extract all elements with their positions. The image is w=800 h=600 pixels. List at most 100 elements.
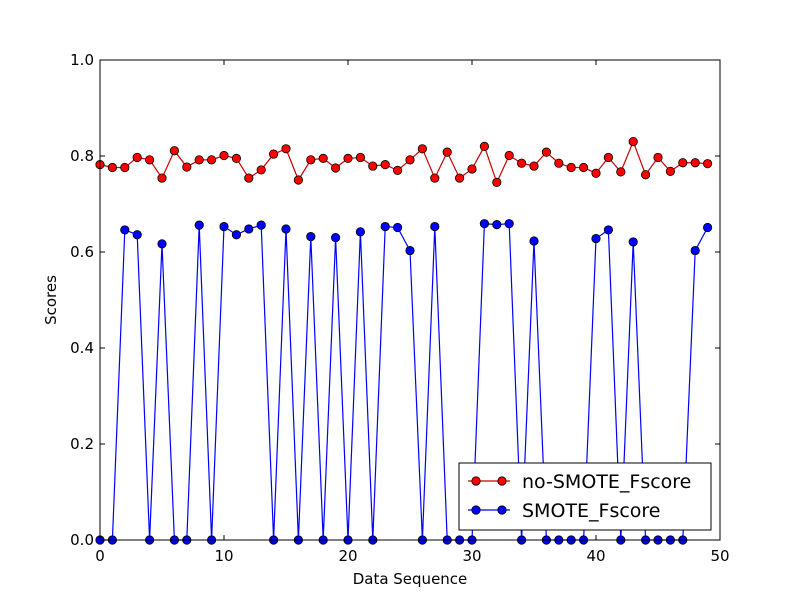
data-point-no-smote <box>405 155 415 165</box>
x-tick-label: 10 <box>214 547 233 565</box>
y-tick-label: 0.4 <box>70 339 94 357</box>
data-point-no-smote <box>207 155 217 165</box>
data-point-no-smote <box>219 150 229 161</box>
data-point-no-smote <box>454 173 465 183</box>
data-point-no-smote <box>157 173 167 183</box>
data-point-no-smote <box>578 162 589 173</box>
data-point-no-smote <box>380 160 390 170</box>
data-point-smote <box>219 221 229 232</box>
data-point-no-smote <box>566 162 576 173</box>
y-tick-label: 0.6 <box>70 243 94 261</box>
data-point-no-smote <box>182 162 192 172</box>
legend-marker-no-smote <box>471 476 481 486</box>
data-point-no-smote <box>640 170 651 180</box>
data-point-no-smote <box>516 158 527 168</box>
plot-frame <box>99 59 721 541</box>
data-point-no-smote <box>591 168 601 178</box>
x-tick-label: 20 <box>338 547 357 565</box>
y-axis-label: Scores <box>42 275 60 325</box>
data-point-no-smote <box>194 155 204 165</box>
data-point-no-smote <box>145 155 155 165</box>
data-point-no-smote <box>665 166 676 176</box>
series-layer <box>95 137 713 545</box>
data-point-smote <box>479 219 489 229</box>
data-point-smote <box>690 245 700 256</box>
data-point-no-smote <box>430 173 440 183</box>
data-point-smote <box>194 220 204 230</box>
data-point-smote <box>529 236 539 246</box>
data-point-smote <box>281 224 291 234</box>
data-point-no-smote <box>392 165 403 175</box>
legend-marker-no-smote <box>497 476 507 486</box>
data-point-no-smote <box>678 158 688 168</box>
data-point-no-smote <box>120 162 130 173</box>
data-point-no-smote <box>603 152 614 163</box>
data-point-no-smote <box>492 177 502 187</box>
data-point-no-smote <box>256 165 266 175</box>
data-point-smote <box>244 224 254 234</box>
data-point-smote <box>492 220 502 230</box>
data-point-smote <box>380 221 390 232</box>
data-point-no-smote <box>306 155 316 165</box>
data-point-smote <box>405 245 415 256</box>
data-point-no-smote <box>355 152 365 163</box>
legend-label-no-smote: no-SMOTE_Fscore <box>522 471 691 493</box>
x-axis-label: Data Sequence <box>353 570 468 588</box>
data-point-smote <box>628 237 638 247</box>
data-point-smote <box>330 233 341 243</box>
data-point-no-smote <box>231 153 241 163</box>
data-point-smote <box>132 230 142 240</box>
data-point-no-smote <box>690 158 700 168</box>
data-point-no-smote <box>628 137 638 147</box>
data-point-no-smote <box>244 173 254 183</box>
y-tick-label: 1.0 <box>70 51 94 69</box>
x-tick-label: 30 <box>462 547 481 565</box>
legend-label-smote: SMOTE_Fscore <box>522 500 661 522</box>
data-point-no-smote <box>554 158 564 168</box>
y-tick-label: 0.2 <box>70 435 94 453</box>
data-point-no-smote <box>442 147 452 157</box>
data-point-no-smote <box>318 153 328 163</box>
data-point-no-smote <box>467 164 477 174</box>
legend-box <box>458 462 712 531</box>
x-tick-label: 0 <box>95 547 105 565</box>
data-point-smote <box>120 225 130 235</box>
data-point-no-smote <box>616 167 626 177</box>
data-point-smote <box>504 219 514 229</box>
data-point-no-smote <box>653 152 663 163</box>
data-point-no-smote <box>541 147 552 157</box>
data-point-no-smote <box>281 144 291 154</box>
data-point-no-smote <box>702 159 713 169</box>
data-point-smote <box>392 222 403 233</box>
data-point-no-smote <box>107 162 118 173</box>
data-point-smote <box>256 220 266 230</box>
x-tick-label: 40 <box>586 547 605 565</box>
data-point-smote <box>603 225 614 235</box>
data-point-no-smote <box>132 152 142 163</box>
data-point-no-smote <box>504 150 514 161</box>
data-point-smote <box>231 230 241 240</box>
data-point-smote <box>430 221 440 232</box>
data-point-smote <box>355 227 365 237</box>
data-point-smote <box>702 222 713 233</box>
data-point-smote <box>157 239 167 249</box>
data-point-smote <box>591 233 601 244</box>
data-point-no-smote <box>169 146 179 156</box>
data-point-no-smote <box>330 163 341 173</box>
legend-marker-smote <box>497 505 507 515</box>
data-point-no-smote <box>529 161 539 171</box>
legend: no-SMOTE_Fscore SMOTE_Fscore <box>458 462 712 531</box>
data-point-smote <box>306 232 316 242</box>
tick-labels: 0 10 20 30 40 50 0.0 0.2 0.4 0.6 0.8 1.0 <box>70 51 729 565</box>
x-tick-label: 50 <box>710 547 729 565</box>
data-point-no-smote <box>268 149 279 159</box>
data-point-no-smote <box>479 141 489 151</box>
data-point-no-smote <box>417 144 427 154</box>
y-tick-label: 0.0 <box>70 531 94 549</box>
data-point-no-smote <box>368 161 378 171</box>
y-tick-label: 0.8 <box>70 147 94 165</box>
plot-area <box>100 60 720 540</box>
legend-marker-smote <box>471 505 481 515</box>
data-point-no-smote <box>293 175 303 185</box>
